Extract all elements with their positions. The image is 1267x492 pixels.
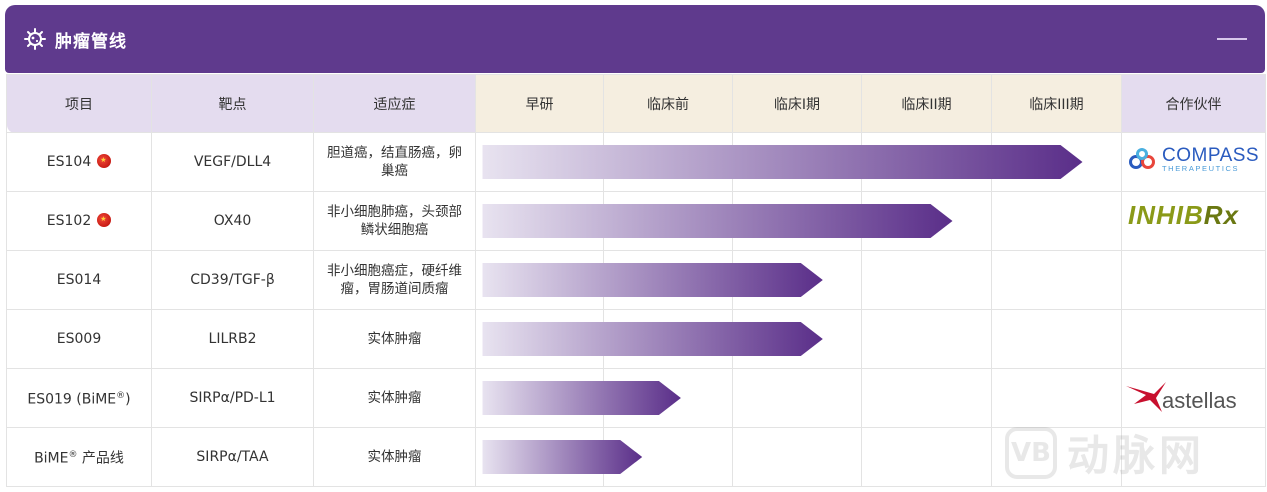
stage-cell: [861, 427, 992, 487]
astellas-star-icon: [1126, 382, 1166, 412]
target-cell: VEGF/DLL4: [151, 132, 314, 192]
project-suffix: 产品线: [77, 450, 124, 467]
target-cell: SIRPα/TAA: [151, 427, 314, 487]
stage-cell: [603, 191, 733, 251]
column-header-stage-preclinical: 临床前: [603, 74, 733, 133]
table-header-row: 项目 靶点 适应症 早研 临床前 临床I期 临床II期 临床III期 合作伙伴: [6, 74, 1266, 133]
stage-cell: [475, 132, 604, 192]
table-row[interactable]: ES019 (BiME®) SIRPα/PD-L1 实体肿瘤: [6, 368, 1266, 428]
column-header-indication: 适应症: [313, 74, 476, 133]
project-name: ES104: [46, 154, 92, 170]
project-cell: BiME® 产品线: [6, 427, 152, 487]
compass-sub: THERAPEUTICS: [1162, 164, 1240, 173]
inhibrx-logo[interactable]: INHIBRx: [1128, 200, 1239, 231]
stage-cell: [603, 368, 733, 428]
stage-cell: [732, 250, 862, 310]
target-cell: SIRPα/PD-L1: [151, 368, 314, 428]
stage-cell: [861, 368, 992, 428]
column-header-target: 靶点: [151, 74, 314, 133]
stage-cell: [732, 132, 862, 192]
inhibrx-rx: Rx: [1203, 200, 1240, 230]
project-name: BiME: [34, 450, 69, 467]
compass-mark-icon: [1129, 148, 1155, 170]
table-row[interactable]: ES104 VEGF/DLL4 胆道癌，结直肠癌，卵巢癌: [6, 132, 1266, 192]
indication-cell: 实体肿瘤: [313, 427, 476, 487]
stage-cell: [475, 309, 604, 369]
target-cell: OX40: [151, 191, 314, 251]
partner-cell: [1121, 250, 1266, 310]
stage-cell: [475, 368, 604, 428]
indication-cell: 非小细胞癌症，硬纤维瘤，胃肠道间质瘤: [313, 250, 476, 310]
stage-cell: [991, 309, 1122, 369]
stage-cell: [861, 132, 992, 192]
inhibrx-name: INHIB: [1128, 200, 1204, 230]
indication-cell: 实体肿瘤: [313, 368, 476, 428]
column-header-stage-phase2: 临床II期: [861, 74, 992, 133]
table-row[interactable]: ES102 OX40 非小细胞肺癌，头颈部鳞状细胞癌: [6, 191, 1266, 251]
stage-cell: [475, 250, 604, 310]
indication-cell: 实体肿瘤: [313, 309, 476, 369]
partner-cell: [1121, 309, 1266, 369]
stage-cell: [603, 427, 733, 487]
project-suffix: ): [125, 391, 131, 408]
target-cell: CD39/TGF-β: [151, 250, 314, 310]
watermark-logo: VB: [1005, 426, 1057, 479]
stage-cell: [732, 309, 862, 369]
stage-cell: [991, 368, 1122, 428]
partner-cell: [1121, 427, 1266, 487]
minus-icon[interactable]: [1217, 38, 1247, 40]
project-cell: ES102: [6, 191, 152, 251]
column-header-partner: 合作伙伴: [1121, 74, 1266, 133]
page-title: 肿瘤管线: [55, 31, 127, 52]
stage-cell: [603, 250, 733, 310]
column-header-project: 项目: [6, 74, 152, 133]
stage-cell: [603, 132, 733, 192]
partner-cell: [1121, 191, 1266, 251]
column-header-stage-phase1: 临床I期: [732, 74, 862, 133]
target-cell: LILRB2: [151, 309, 314, 369]
stage-cell: [732, 427, 862, 487]
compass-name: COMPASS: [1162, 145, 1260, 166]
column-header-stage-phase3: 临床III期: [991, 74, 1122, 133]
stage-cell: [475, 191, 604, 251]
project-name: ES019 (BiME: [27, 391, 117, 408]
project-cell: ES009: [6, 309, 152, 369]
stage-cell: [603, 309, 733, 369]
pipeline-header: 肿瘤管线: [5, 5, 1265, 73]
astellas-logo[interactable]: astellas: [1124, 380, 1237, 414]
table-row[interactable]: ES009 LILRB2 实体肿瘤: [6, 309, 1266, 369]
stage-cell: [861, 309, 992, 369]
stage-cell: [991, 191, 1122, 251]
astellas-name: astellas: [1162, 388, 1237, 413]
virus-icon: [24, 28, 46, 50]
stage-cell: [732, 368, 862, 428]
watermark: VB 动脉网: [1005, 422, 1205, 483]
indication-cell: 胆道癌，结直肠癌，卵巢癌: [313, 132, 476, 192]
china-flag-icon: [97, 210, 112, 228]
watermark-text: 动脉网: [1067, 431, 1206, 480]
stage-cell: [732, 191, 862, 251]
stage-cell: [861, 250, 992, 310]
china-flag-icon: [97, 151, 112, 169]
project-cell: ES019 (BiME®): [6, 368, 152, 428]
stage-cell: [991, 250, 1122, 310]
compass-therapeutics-logo[interactable]: COMPASS THERAPEUTICS: [1128, 146, 1259, 173]
stage-cell: [861, 191, 992, 251]
stage-cell: [991, 132, 1122, 192]
project-cell: ES104: [6, 132, 152, 192]
column-header-stage-early: 早研: [475, 74, 604, 133]
table-row[interactable]: ES014 CD39/TGF-β 非小细胞癌症，硬纤维瘤，胃肠道间质瘤: [6, 250, 1266, 310]
project-name: ES102: [46, 213, 92, 229]
registered-mark: ®: [68, 450, 78, 461]
stage-cell: [475, 427, 604, 487]
registered-mark: ®: [116, 391, 126, 402]
indication-cell: 非小细胞肺癌，头颈部鳞状细胞癌: [313, 191, 476, 251]
project-cell: ES014: [6, 250, 152, 310]
